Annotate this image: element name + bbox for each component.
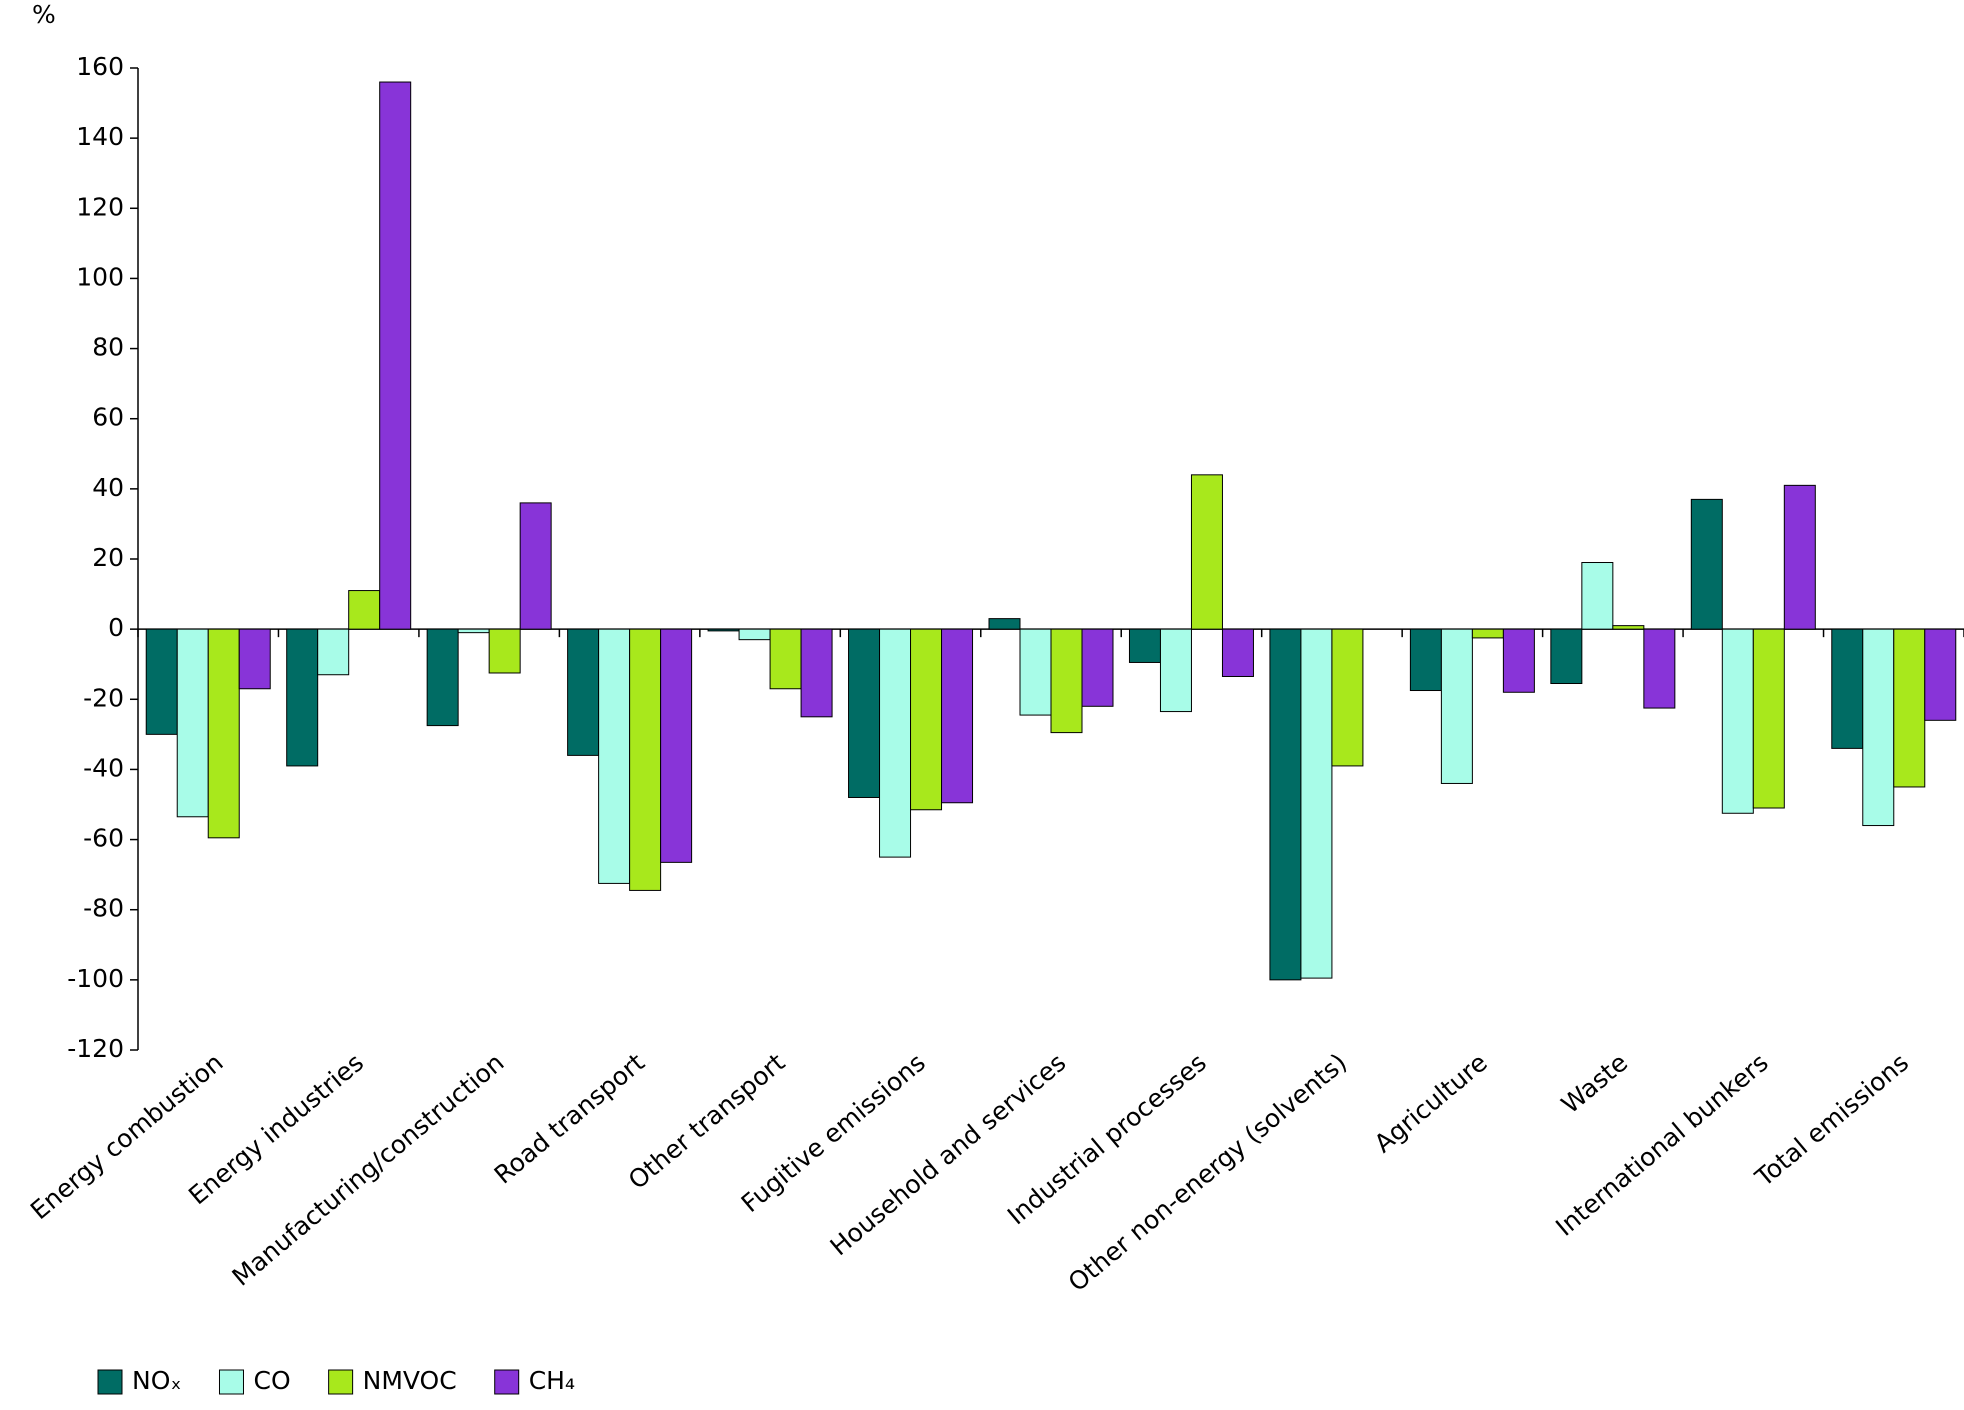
bar	[1440, 628, 1473, 784]
y-tick-label: -80	[83, 894, 124, 923]
x-tick-label: Total emissions	[1749, 1048, 1914, 1193]
x-tick-label: Agriculture	[1369, 1048, 1493, 1159]
x-tick-label: Road transport	[489, 1048, 650, 1190]
bar	[707, 628, 740, 632]
bar	[769, 628, 802, 690]
bar	[1502, 628, 1535, 693]
y-tick-label: 120	[76, 192, 124, 221]
bar	[1190, 474, 1223, 630]
bar	[1050, 628, 1083, 734]
bar	[238, 628, 271, 690]
bar	[1269, 628, 1302, 981]
bar	[1221, 628, 1254, 677]
y-tick-label: 40	[92, 473, 124, 502]
bar	[1128, 628, 1161, 663]
legend-label: CH₄	[529, 1366, 575, 1395]
bar	[317, 628, 350, 676]
bar	[286, 628, 319, 767]
bar	[629, 628, 662, 891]
bar	[598, 628, 631, 884]
bar	[941, 628, 974, 804]
bar	[1721, 628, 1754, 814]
legend-swatch	[97, 1369, 123, 1395]
unit-label: %	[32, 0, 56, 29]
bar	[879, 628, 912, 858]
y-tick-label: 80	[92, 333, 124, 362]
bar	[1081, 628, 1114, 707]
bar	[1019, 628, 1052, 716]
legend-label: CO	[253, 1366, 290, 1395]
bar	[848, 628, 881, 798]
bar	[1471, 628, 1504, 639]
bar	[1612, 625, 1645, 630]
bar	[348, 590, 381, 630]
y-tick-label: -40	[83, 753, 124, 782]
x-tick-label: Household and services	[825, 1048, 1072, 1262]
y-tick-label: 140	[76, 122, 124, 151]
bar	[1831, 628, 1864, 749]
bar	[1409, 628, 1442, 692]
legend-label: NMVOC	[363, 1366, 457, 1395]
bar	[567, 628, 600, 756]
legend-label: NOₓ	[132, 1366, 181, 1395]
bar	[519, 502, 552, 630]
y-tick-label: -60	[83, 824, 124, 853]
y-tick-label: -120	[67, 1034, 124, 1063]
bar	[176, 628, 209, 818]
legend-swatch	[494, 1369, 520, 1395]
y-tick-label: 0	[108, 613, 124, 642]
bar	[800, 628, 833, 718]
bar	[1862, 628, 1895, 827]
bar	[1893, 628, 1926, 788]
legend-swatch	[328, 1369, 354, 1395]
y-tick-label: 20	[92, 543, 124, 572]
bar	[1581, 562, 1614, 630]
bar	[207, 628, 240, 839]
legend-swatch	[218, 1369, 244, 1395]
bar	[738, 628, 771, 641]
bar	[1643, 628, 1676, 709]
bar	[1752, 628, 1785, 809]
bar	[910, 628, 943, 811]
bar	[1924, 628, 1957, 721]
bar	[457, 628, 490, 634]
y-tick-label: 100	[76, 262, 124, 291]
bar	[660, 628, 693, 863]
y-tick-label: 60	[92, 403, 124, 432]
bar	[1550, 628, 1583, 685]
bar	[1690, 498, 1723, 630]
bar	[488, 628, 521, 674]
bar	[145, 628, 178, 735]
bar	[1300, 628, 1333, 979]
x-tick-label: Manufacturing/construction	[227, 1048, 510, 1292]
bar	[426, 628, 459, 727]
y-tick-label: -100	[67, 964, 124, 993]
bar	[1159, 628, 1192, 713]
bar	[1331, 628, 1364, 767]
y-tick-label: 160	[76, 52, 124, 81]
x-tick-label: Other non-energy (solvents)	[1063, 1048, 1353, 1298]
bar	[1783, 484, 1816, 630]
x-tick-label: Waste	[1556, 1048, 1633, 1119]
bar	[379, 81, 412, 630]
y-tick-label: -20	[83, 683, 124, 712]
bar	[988, 618, 1021, 630]
